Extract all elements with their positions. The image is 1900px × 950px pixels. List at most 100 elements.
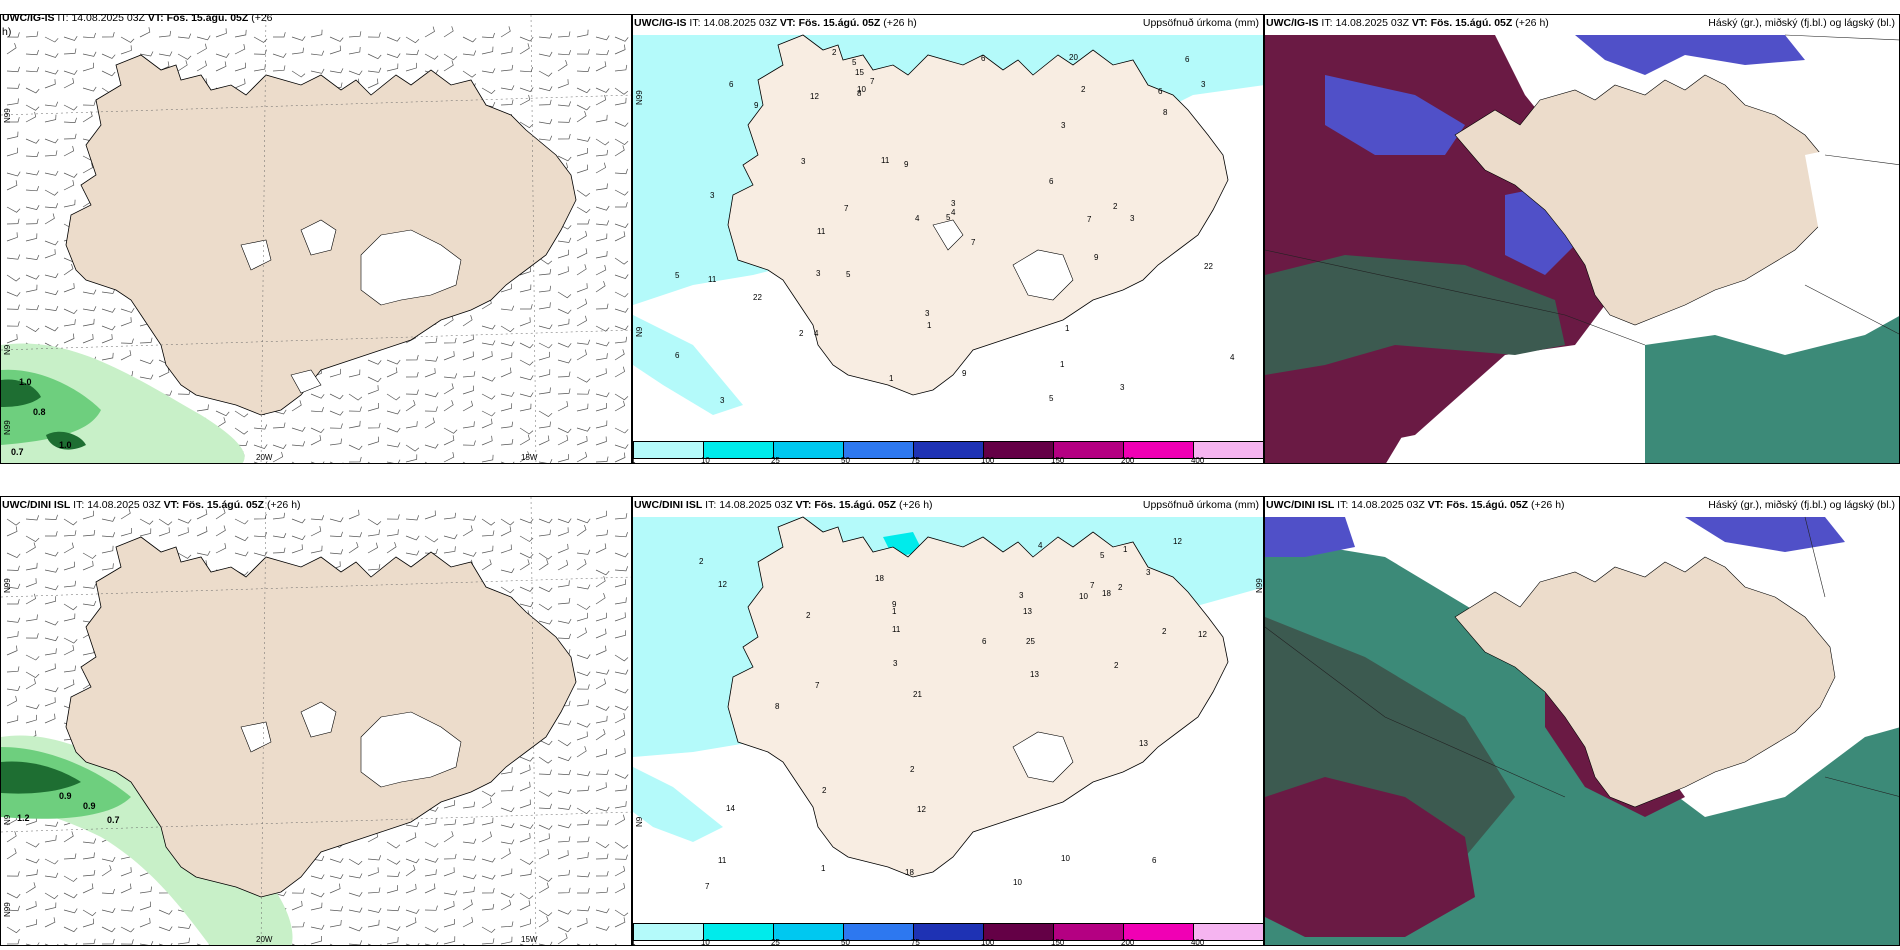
wind-barb: [500, 518, 515, 526]
wind-barb: [386, 885, 398, 894]
wind-barb: [386, 53, 401, 59]
wind-barb: [595, 943, 599, 945]
wind-barb: [595, 149, 609, 157]
lead-time: (+26 h): [1530, 499, 1565, 511]
wind-barb: [557, 388, 571, 395]
wind-barb: [348, 31, 362, 38]
wind-barb: [44, 325, 59, 332]
wind-barb: [614, 841, 629, 849]
wind-barb: [595, 820, 609, 826]
wind-barb: [329, 461, 344, 463]
wind-barb: [196, 35, 211, 41]
wind-barb: [6, 938, 20, 945]
wind-barb: [329, 393, 344, 400]
wind-barb: [481, 376, 496, 382]
wind-barb: [576, 264, 587, 276]
wind-barb: [25, 151, 39, 157]
wind-barb: [348, 532, 363, 538]
wind-barb: [25, 87, 40, 94]
wind-barb: [63, 104, 78, 111]
precip-value: 12: [1198, 630, 1207, 639]
wind-barb: [614, 64, 628, 72]
wind-barb: [481, 32, 495, 39]
panel-title: Háský (gr.), miðský (fj.bl.) og lágský (…: [1708, 499, 1895, 511]
wind-barb: [44, 596, 57, 605]
wind-barb: [82, 838, 97, 844]
precip-value: 2: [832, 48, 837, 57]
wind-barb: [557, 237, 572, 243]
mid-cloud-area-sw: [1265, 777, 1475, 937]
precip-value: 18: [875, 574, 884, 583]
wind-barb: [614, 189, 629, 196]
wind-barb: [481, 797, 492, 809]
wind-barb: [557, 769, 571, 776]
wind-barb: [557, 427, 572, 434]
wind-barb: [538, 941, 553, 945]
wind-barb: [234, 78, 246, 89]
wind-barb: [44, 305, 59, 311]
wind-barb: [538, 387, 551, 395]
wind-barb: [272, 444, 287, 450]
wind-barb: [538, 51, 553, 57]
precip-value: 3: [710, 191, 715, 200]
wind-barb: [614, 121, 629, 127]
colorbar-label: 100: [981, 456, 995, 464]
wind-barb: [44, 290, 59, 296]
wind-barb: [101, 532, 116, 538]
precip-value: 4: [951, 208, 956, 217]
wind-barb: [44, 835, 57, 843]
wind-barb: [63, 263, 74, 276]
wind-barb: [25, 170, 40, 176]
precip-value: 13: [1030, 670, 1039, 679]
wind-barb: [443, 512, 457, 520]
wind-barb: [557, 720, 572, 726]
wind-barb: [443, 918, 455, 928]
wind-barb: [82, 111, 93, 123]
wind-barb: [519, 602, 534, 608]
wind-barb: [576, 603, 591, 610]
wind-barb: [500, 47, 513, 55]
wind-barb: [405, 354, 419, 361]
wind-barb: [44, 872, 59, 878]
wind-barb: [25, 704, 40, 710]
wind-barb: [538, 824, 553, 830]
wind-barb: [538, 916, 549, 928]
wind-barb: [500, 892, 515, 899]
wind-barb: [196, 526, 208, 537]
wind-barb: [595, 645, 607, 656]
wind-barb: [595, 94, 607, 106]
wind-barb: [462, 943, 466, 945]
glacier-vatnajokull: [360, 711, 462, 788]
wind-barb: [500, 526, 512, 537]
wind-barb: [519, 781, 531, 792]
wind-barb: [424, 461, 428, 463]
colorbar-swatch: [1193, 442, 1263, 458]
wind-barb: [82, 870, 96, 877]
wind-barb: [386, 367, 398, 378]
wind-barb: [44, 114, 57, 123]
wind-barb: [25, 111, 37, 123]
wind-barb: [500, 921, 514, 928]
wind-barb: [215, 61, 227, 72]
wind-barb: [44, 648, 57, 656]
wind-barb: [538, 86, 553, 92]
wind-barb: [253, 551, 268, 557]
colorbar-swatch: [983, 442, 1053, 458]
wind-barb: [500, 305, 515, 311]
colorbar-swatch: [983, 924, 1053, 940]
wind-barb: [481, 857, 496, 863]
wind-barb: [576, 612, 588, 622]
wind-barb: [500, 848, 511, 860]
wind-barb: [614, 325, 629, 331]
wind-barb: [82, 510, 94, 520]
wind-barb: [63, 518, 78, 526]
colorbar-label: 150: [1051, 456, 1065, 464]
it-value: 14.08.2025 03Z: [703, 17, 777, 29]
wind-barb: [595, 250, 608, 259]
wind-barb: [595, 576, 606, 588]
wind-barb: [443, 452, 455, 463]
wind-barb: [557, 266, 569, 276]
wind-barb: [462, 385, 474, 395]
wind-barb: [177, 923, 192, 929]
wind-barb: [25, 869, 38, 877]
